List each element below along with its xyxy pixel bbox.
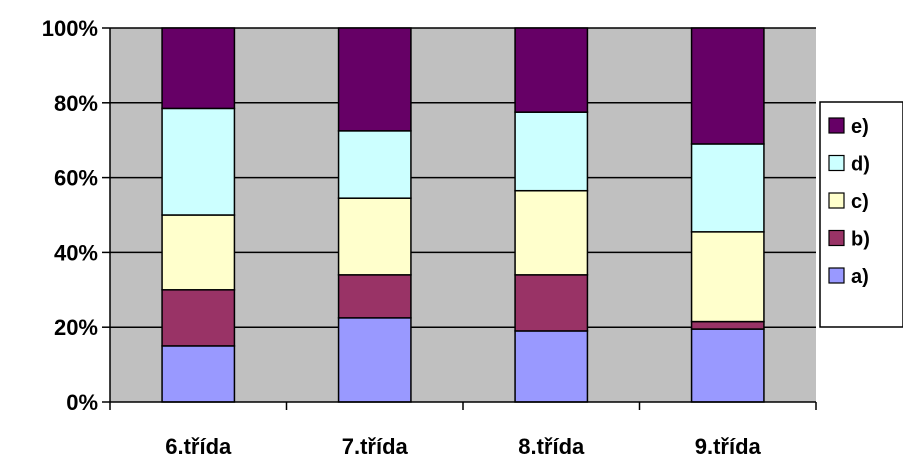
- y-tick-label: 40%: [54, 240, 98, 265]
- legend: e) d) c) b) a): [819, 101, 903, 328]
- bar-segment: [337, 274, 412, 319]
- legend-swatch: [828, 192, 845, 209]
- bar-segment: [337, 317, 412, 403]
- axes: [102, 27, 817, 410]
- legend-swatch: [828, 117, 845, 134]
- bar-segment: [161, 27, 236, 110]
- bar-segment: [514, 330, 589, 403]
- x-category-label: 9.třída: [695, 434, 762, 459]
- bar-segment: [161, 345, 236, 403]
- legend-label: b): [851, 229, 870, 251]
- category-labels: 6.třída 7.třída 8.třída 9.třída: [165, 434, 761, 459]
- bar-segment: [514, 189, 589, 276]
- bar-segment: [337, 27, 412, 132]
- x-category-label: 8.třída: [518, 434, 585, 459]
- legend-label: d): [851, 154, 870, 176]
- bar-segment: [161, 214, 236, 291]
- bar-segment: [514, 274, 589, 332]
- legend-box: [819, 101, 903, 328]
- y-tick-label: 20%: [54, 315, 98, 340]
- legend-label: c): [851, 191, 869, 213]
- bar-segment: [161, 107, 236, 216]
- bar-segment: [690, 231, 765, 323]
- bar-segment: [337, 197, 412, 276]
- legend-swatch: [828, 229, 845, 247]
- legend-label: a): [851, 266, 869, 288]
- bar-segment: [690, 328, 765, 403]
- bars: [161, 27, 765, 403]
- y-tick-label: 100%: [42, 16, 98, 41]
- y-tick-labels: 0% 20% 40% 60% 80% 100%: [42, 16, 98, 415]
- bar-segment: [161, 289, 236, 347]
- legend-label: e): [851, 116, 869, 138]
- bar-segment: [514, 27, 589, 113]
- bar-segment: [690, 143, 765, 233]
- y-tick-label: 0%: [66, 390, 98, 415]
- x-category-label: 7.třída: [342, 434, 409, 459]
- y-tick-label: 80%: [54, 91, 98, 116]
- bar-segment: [514, 111, 589, 192]
- legend-swatch: [828, 154, 845, 172]
- x-category-label: 6.třída: [165, 434, 232, 459]
- legend-swatch: [828, 267, 845, 284]
- y-tick-label: 60%: [54, 166, 98, 191]
- bar-segment: [690, 27, 765, 145]
- bar-segment: [337, 130, 412, 199]
- bar-segment: [690, 320, 765, 330]
